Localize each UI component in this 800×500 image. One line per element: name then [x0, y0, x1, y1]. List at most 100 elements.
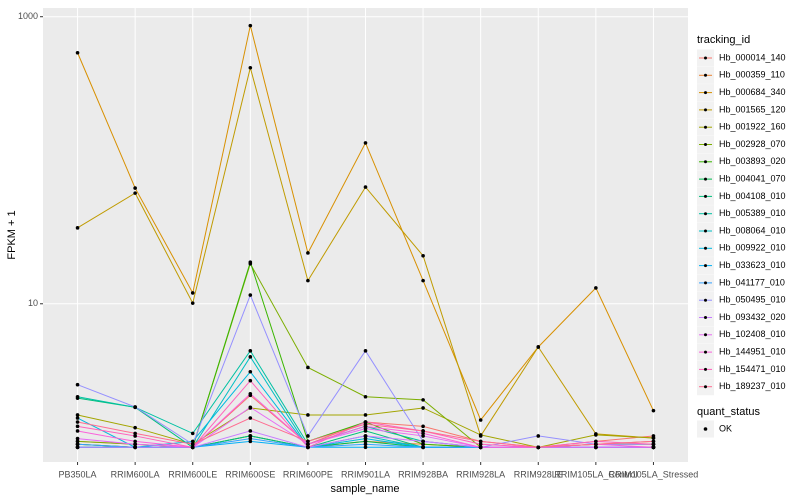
data-point [248, 436, 253, 441]
data-point [421, 429, 425, 433]
data-point [363, 141, 368, 145]
legend-label: Hb_001922_160 [719, 122, 786, 132]
y-tick-label: 10 [28, 298, 38, 308]
x-tick-label: RRIM600LA [111, 469, 160, 479]
data-point [248, 260, 253, 264]
x-tick-label: RRIM600SE [225, 469, 275, 479]
data-point [651, 436, 656, 440]
data-point [306, 251, 310, 255]
x-tick-label: RRIM600LE [168, 469, 217, 479]
data-point [75, 420, 80, 424]
data-point [75, 382, 80, 387]
data-point [75, 429, 80, 433]
data-point [190, 442, 195, 447]
legend-label: Hb_000014_140 [719, 52, 786, 62]
x-tick-label: PB350LA [59, 469, 97, 479]
legend-point [704, 350, 707, 354]
data-point [363, 439, 368, 444]
legend-label: Hb_003893_020 [719, 156, 786, 166]
data-point [190, 301, 195, 305]
legend-point [704, 108, 707, 112]
data-point [651, 408, 656, 413]
data-point [248, 378, 253, 383]
x-tick-label: RRIM901LA [341, 469, 390, 479]
data-point [421, 278, 425, 283]
data-point [133, 405, 137, 409]
legend-label: Hb_000684_340 [719, 87, 786, 97]
data-point [478, 442, 483, 447]
data-point [651, 445, 656, 450]
x-tick-label: RRIM105LA_Control [554, 469, 637, 479]
legend-label: Hb_033623_010 [719, 260, 786, 270]
data-point [363, 349, 368, 353]
data-point [248, 65, 253, 70]
legend-point [703, 427, 708, 431]
data-point [363, 422, 368, 426]
data-point [421, 253, 425, 258]
data-point [75, 416, 80, 420]
data-point [306, 278, 310, 283]
legend-label: Hb_000359_110 [719, 70, 785, 80]
legend-point [704, 160, 707, 164]
data-point [248, 349, 253, 353]
data-point [248, 405, 253, 410]
data-point [651, 439, 656, 444]
legend-point [704, 281, 707, 285]
legend-point [704, 385, 707, 389]
data-point [190, 431, 195, 436]
data-point [190, 291, 195, 295]
legend-point [704, 143, 707, 146]
data-point [248, 293, 253, 297]
x-tick-label: RRIM928LE [514, 469, 563, 479]
data-point [363, 394, 368, 399]
legend-point [704, 212, 707, 216]
data-point [75, 445, 80, 450]
data-point [363, 442, 368, 447]
data-point [75, 442, 80, 447]
legend-point [704, 333, 707, 337]
data-point [133, 186, 137, 190]
legend-point [704, 264, 707, 268]
legend-point [704, 125, 707, 129]
data-point [421, 442, 425, 447]
data-point [75, 394, 80, 399]
data-point [133, 431, 137, 436]
data-point [248, 434, 253, 438]
data-point [133, 425, 137, 430]
data-point [306, 365, 310, 370]
shape-legend-label: OK [719, 423, 732, 433]
data-point [248, 416, 253, 420]
x-tick-label: RRIM105LA_Stressed [609, 469, 699, 479]
data-point [75, 424, 80, 429]
data-point [248, 429, 253, 433]
data-point [594, 286, 598, 290]
data-point [421, 434, 425, 438]
legend-label: Hb_144951_010 [719, 346, 786, 356]
legend-label: Hb_093432_020 [719, 312, 786, 322]
legend-point [704, 177, 707, 181]
data-point [75, 413, 80, 417]
data-point [421, 398, 425, 402]
y-axis-title: FPKM + 1 [6, 210, 18, 259]
data-point [306, 434, 310, 438]
legend-point [704, 316, 707, 319]
data-point [421, 445, 425, 450]
data-point [75, 226, 80, 230]
legend-point [704, 246, 707, 250]
legend-point [704, 367, 707, 371]
data-point [75, 50, 80, 55]
data-point [248, 355, 253, 359]
data-point [478, 439, 483, 444]
legend-label: Hb_004108_010 [719, 191, 786, 201]
legend-label: Hb_005389_010 [719, 208, 786, 218]
data-point [363, 185, 368, 189]
data-point [651, 442, 656, 447]
data-point [594, 442, 598, 447]
legend-label: Hb_050495_010 [719, 295, 786, 305]
data-point [306, 413, 310, 417]
legend-point [704, 194, 707, 198]
legend-label: Hb_002928_070 [719, 139, 786, 149]
data-point [133, 191, 137, 195]
legend-label: Hb_009922_010 [719, 243, 786, 253]
data-point [536, 434, 541, 438]
